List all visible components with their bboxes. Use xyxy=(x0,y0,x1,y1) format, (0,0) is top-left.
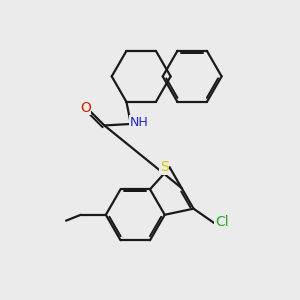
Text: S: S xyxy=(160,160,169,174)
Text: NH: NH xyxy=(130,116,148,129)
Text: O: O xyxy=(80,101,91,115)
Text: Cl: Cl xyxy=(215,215,229,229)
